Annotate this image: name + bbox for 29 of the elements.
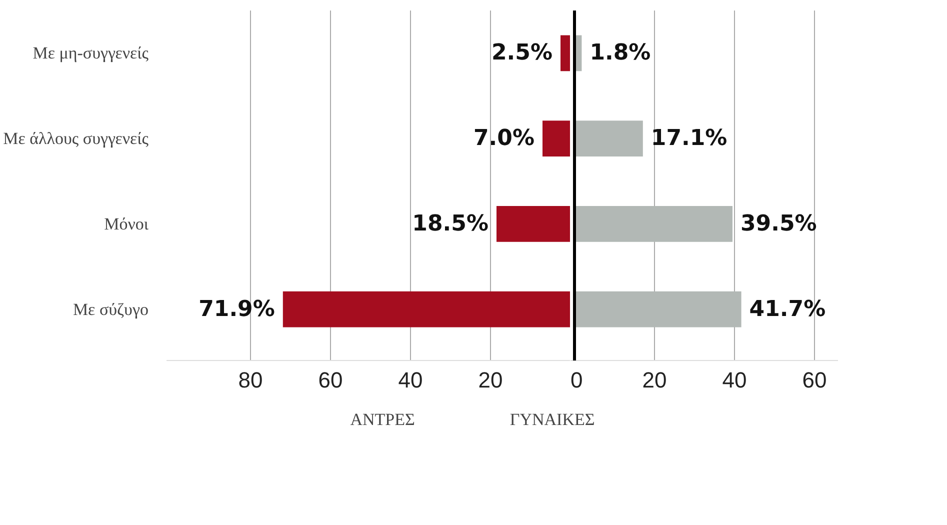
x-tick-label: 60 [318, 368, 343, 392]
y-tick-label: Με σύζυγο [72, 300, 149, 319]
x-tick-label: 20 [642, 368, 667, 392]
y-tick-label: Μόνοι [104, 214, 149, 234]
bar [574, 291, 742, 328]
data-label: 1.8% [590, 40, 651, 66]
x-tick-label: 40 [722, 368, 747, 392]
text: ΓΥΝΑΙΚΕΣ [510, 410, 595, 430]
data-label: 7.0% [473, 126, 534, 152]
data-label: 18.5% [412, 211, 489, 236]
data-label: 71.9% [198, 296, 275, 322]
data-label: 41.7% [749, 296, 826, 322]
data-label: 39.5% [740, 211, 817, 236]
text: ΑΝΤΡΕΣ [350, 410, 415, 430]
data-label: 17.1% [650, 126, 728, 152]
x-tick-label: 20 [478, 368, 503, 392]
x-tick-label: 80 [238, 368, 263, 392]
bar [542, 120, 570, 156]
bar [574, 120, 643, 156]
x-tick-label: 0 [570, 368, 583, 392]
y-tick-label: Με μη-συγγενείς [32, 44, 149, 63]
data-label: 2.5% [491, 40, 552, 66]
bar [560, 35, 570, 72]
y-tick-label: Με άλλους συγγενείς [3, 129, 149, 148]
bar [496, 206, 570, 242]
x-tick-label: 60 [802, 368, 827, 392]
bar [574, 206, 732, 242]
x-tick-label: 40 [398, 368, 423, 392]
bar [282, 291, 570, 328]
